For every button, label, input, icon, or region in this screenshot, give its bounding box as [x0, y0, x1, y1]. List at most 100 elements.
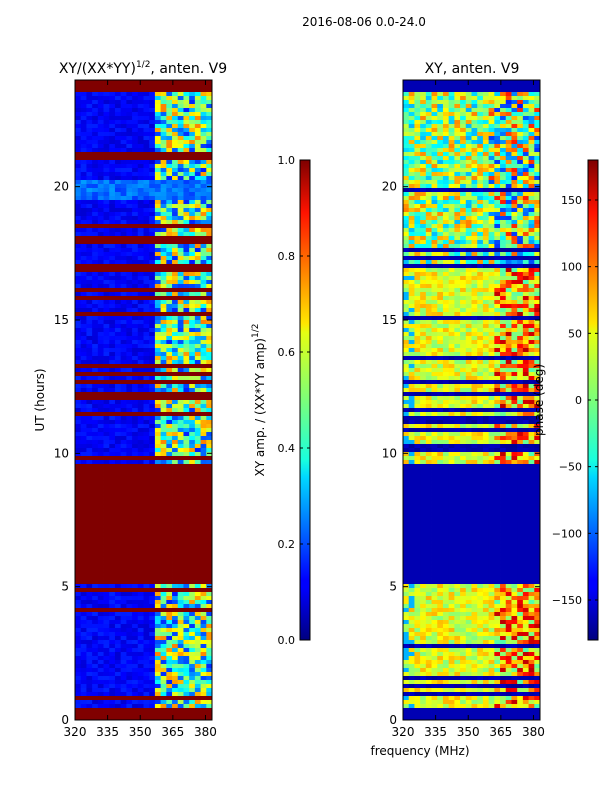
heatmap-cell: [511, 116, 518, 121]
heatmap-cell: [86, 584, 93, 589]
heatmap-cell: [126, 632, 133, 637]
heatmap-cell: [86, 592, 93, 597]
heatmap-cell: [154, 696, 162, 701]
heatmap-cell: [80, 308, 87, 313]
heatmap-cell: [448, 120, 455, 125]
heatmap-cell: [200, 616, 207, 621]
heatmap-cell: [200, 308, 207, 313]
heatmap-cell: [505, 236, 512, 241]
heatmap-cell: [206, 696, 213, 701]
heatmap-cell: [143, 332, 150, 337]
heatmap-cell: [160, 480, 167, 485]
heatmap-cell: [126, 440, 133, 445]
heatmap-cell: [465, 140, 472, 145]
heatmap-cell: [120, 236, 127, 241]
heatmap-cell: [126, 576, 133, 581]
heatmap-cell: [86, 700, 93, 705]
heatmap-cell: [137, 580, 144, 585]
heatmap-cell: [189, 396, 196, 401]
heatmap-cell: [482, 144, 490, 149]
heatmap-cell: [177, 172, 184, 177]
heatmap-cell: [200, 644, 207, 649]
heatmap-cell: [206, 164, 213, 169]
heatmap-cell: [172, 652, 179, 657]
heatmap-cell: [194, 552, 201, 557]
heatmap-cell: [97, 196, 104, 201]
heatmap-cell: [137, 560, 144, 565]
heatmap-cell: [137, 268, 144, 273]
heatmap-cell: [471, 208, 478, 213]
heatmap-cell: [86, 264, 93, 269]
heatmap-cell: [97, 492, 104, 497]
heatmap-cell: [528, 256, 535, 261]
heatmap-cell: [183, 392, 190, 397]
heatmap-cell: [160, 288, 167, 293]
heatmap-cell: [194, 400, 201, 405]
heatmap-cell: [425, 116, 432, 121]
heatmap-cell: [500, 80, 507, 85]
heatmap-cell: [103, 224, 110, 229]
heatmap-cell: [92, 624, 99, 629]
heatmap-cell: [75, 508, 82, 513]
heatmap-cell: [194, 172, 201, 177]
heatmap-cell: [97, 452, 104, 457]
heatmap-cell: [120, 224, 127, 229]
heatmap-cell: [172, 244, 179, 249]
heatmap-cell: [92, 436, 99, 441]
heatmap-cell: [160, 296, 167, 301]
heatmap-cell: [189, 196, 196, 201]
heatmap-cell: [465, 200, 472, 205]
heatmap-cell: [194, 636, 201, 641]
heatmap-cell: [92, 432, 99, 437]
heatmap-cell: [80, 384, 87, 389]
heatmap-cell: [183, 496, 190, 501]
heatmap-cell: [103, 204, 110, 209]
heatmap-cell: [183, 632, 190, 637]
heatmap-cell: [194, 340, 201, 345]
heatmap-cell: [177, 308, 184, 313]
heatmap-cell: [92, 288, 99, 293]
heatmap-cell: [482, 152, 490, 157]
heatmap-cell: [183, 696, 190, 701]
heatmap-cell: [143, 312, 150, 317]
heatmap-cell: [194, 468, 201, 473]
heatmap-cell: [172, 312, 179, 317]
heatmap-cell: [154, 508, 162, 513]
heatmap-cell: [528, 112, 535, 117]
heatmap-cell: [166, 644, 173, 649]
heatmap-cell: [92, 496, 99, 501]
heatmap-cell: [200, 124, 207, 129]
heatmap-cell: [97, 428, 104, 433]
heatmap-cell: [194, 236, 201, 241]
heatmap-cell: [206, 324, 213, 329]
heatmap-cell: [109, 588, 116, 593]
heatmap-cell: [160, 648, 167, 653]
heatmap-cell: [114, 564, 122, 569]
heatmap-cell: [143, 468, 150, 473]
heatmap-cell: [143, 492, 150, 497]
heatmap-cell: [500, 220, 507, 225]
heatmap-cell: [126, 484, 133, 489]
heatmap-cell: [465, 128, 472, 133]
heatmap-cell: [132, 176, 139, 181]
heatmap-cell: [86, 600, 93, 605]
heatmap-cell: [160, 516, 167, 521]
heatmap-cell: [86, 248, 93, 253]
heatmap-cell: [126, 232, 133, 237]
heatmap-cell: [86, 560, 93, 565]
heatmap-cell: [500, 160, 507, 165]
heatmap-cell: [154, 440, 162, 445]
heatmap-cell: [160, 440, 167, 445]
heatmap-cell: [425, 92, 432, 97]
heatmap-cell: [183, 588, 190, 593]
heatmap-cell: [166, 304, 173, 309]
heatmap-cell: [206, 484, 213, 489]
heatmap-cell: [114, 104, 122, 109]
heatmap-cell: [425, 160, 432, 165]
heatmap-cell: [160, 268, 167, 273]
heatmap-cell: [114, 324, 122, 329]
heatmap-cell: [471, 156, 478, 161]
heatmap-cell: [114, 488, 122, 493]
heatmap-cell: [183, 620, 190, 625]
heatmap-cell: [172, 640, 179, 645]
